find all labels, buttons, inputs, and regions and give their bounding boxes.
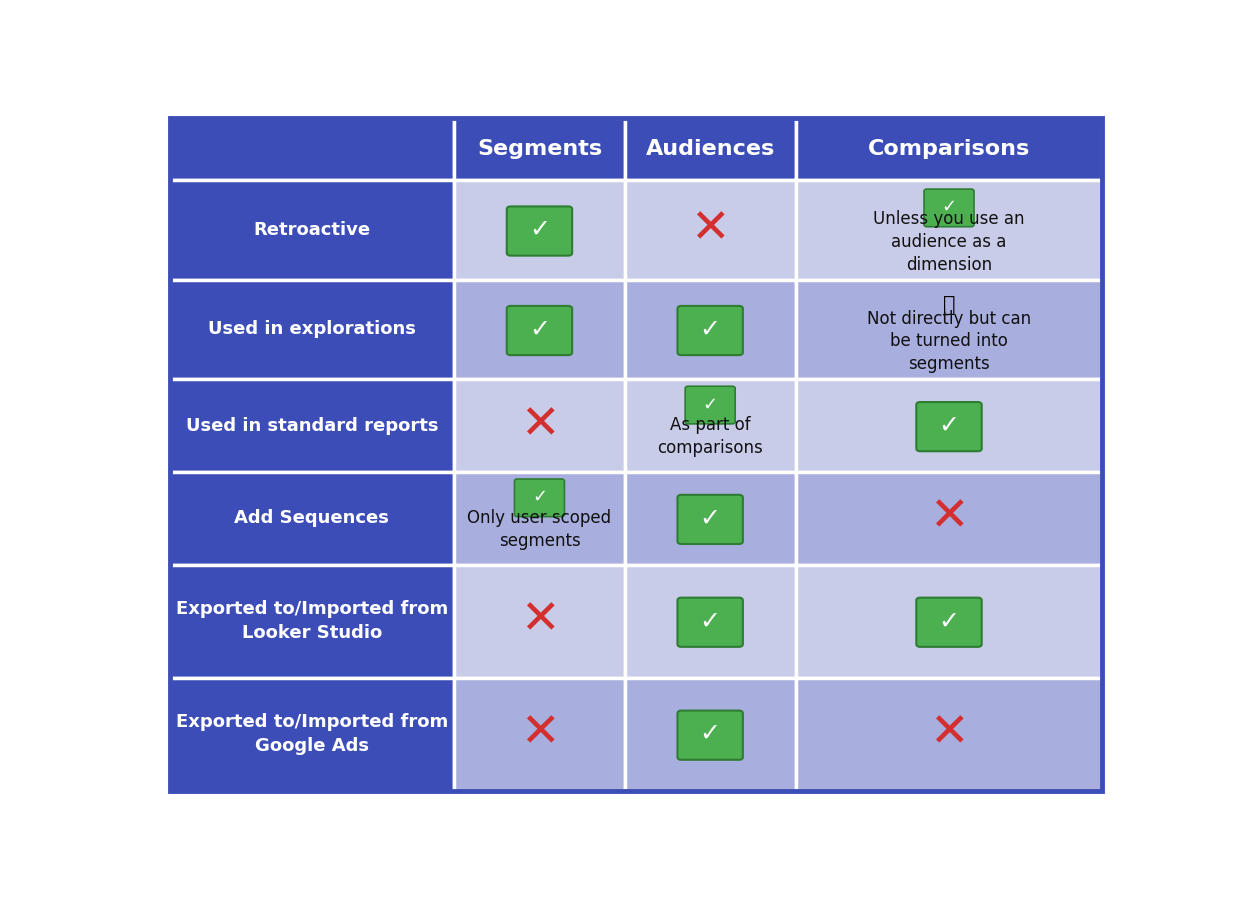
Text: Comparisons: Comparisons [867, 140, 1030, 159]
FancyBboxPatch shape [795, 678, 1102, 790]
Text: ✕: ✕ [520, 598, 560, 644]
FancyBboxPatch shape [454, 472, 624, 564]
FancyBboxPatch shape [170, 280, 454, 379]
Text: ✓: ✓ [938, 414, 959, 437]
Text: ✓: ✓ [700, 722, 721, 746]
FancyBboxPatch shape [678, 495, 743, 544]
FancyBboxPatch shape [506, 306, 572, 356]
FancyBboxPatch shape [678, 598, 743, 647]
FancyBboxPatch shape [624, 564, 795, 678]
Text: Add Sequences: Add Sequences [235, 509, 390, 527]
FancyBboxPatch shape [678, 711, 743, 760]
FancyBboxPatch shape [925, 189, 974, 227]
Text: ✓: ✓ [529, 318, 550, 341]
FancyBboxPatch shape [170, 564, 454, 678]
Text: ✕: ✕ [930, 496, 969, 541]
FancyBboxPatch shape [795, 472, 1102, 564]
FancyBboxPatch shape [454, 564, 624, 678]
Text: Audiences: Audiences [645, 140, 774, 159]
Text: Used in explorations: Used in explorations [208, 320, 416, 338]
FancyBboxPatch shape [454, 678, 624, 790]
Text: Exported to/Imported from
Looker Studio: Exported to/Imported from Looker Studio [176, 600, 448, 642]
Text: ✓: ✓ [700, 609, 721, 634]
FancyBboxPatch shape [506, 206, 572, 256]
FancyBboxPatch shape [624, 472, 795, 564]
FancyBboxPatch shape [170, 180, 454, 280]
FancyBboxPatch shape [170, 472, 454, 564]
Text: Unless you use an
audience as a
dimension: Unless you use an audience as a dimensio… [874, 210, 1025, 274]
Text: Used in standard reports: Used in standard reports [186, 417, 438, 435]
FancyBboxPatch shape [795, 280, 1102, 379]
FancyBboxPatch shape [795, 564, 1102, 678]
FancyBboxPatch shape [795, 379, 1102, 472]
Text: ✕: ✕ [520, 712, 560, 757]
FancyBboxPatch shape [454, 119, 624, 180]
FancyBboxPatch shape [624, 119, 795, 180]
Text: ✕: ✕ [690, 208, 730, 253]
FancyBboxPatch shape [916, 598, 982, 647]
Text: ✓: ✓ [942, 198, 957, 216]
FancyBboxPatch shape [624, 180, 795, 280]
Text: 💡: 💡 [943, 294, 956, 315]
Text: Only user scoped
segments: Only user scoped segments [468, 509, 612, 550]
FancyBboxPatch shape [170, 119, 454, 180]
FancyBboxPatch shape [624, 678, 795, 790]
Text: ✓: ✓ [529, 218, 550, 242]
Text: Not directly but can
be turned into
segments: Not directly but can be turned into segm… [867, 310, 1031, 374]
Text: ✓: ✓ [700, 507, 721, 530]
Text: As part of
comparisons: As part of comparisons [658, 417, 763, 457]
Text: ✓: ✓ [702, 395, 717, 413]
FancyBboxPatch shape [685, 386, 735, 424]
FancyBboxPatch shape [454, 280, 624, 379]
FancyBboxPatch shape [170, 678, 454, 790]
FancyBboxPatch shape [678, 306, 743, 356]
Text: ✕: ✕ [520, 403, 560, 448]
Text: ✓: ✓ [938, 609, 959, 634]
Text: Exported to/Imported from
Google Ads: Exported to/Imported from Google Ads [176, 714, 448, 755]
FancyBboxPatch shape [515, 479, 565, 517]
FancyBboxPatch shape [454, 379, 624, 472]
FancyBboxPatch shape [454, 180, 624, 280]
Text: Segments: Segments [477, 140, 602, 159]
Text: ✕: ✕ [930, 712, 969, 757]
FancyBboxPatch shape [916, 402, 982, 451]
FancyBboxPatch shape [795, 119, 1102, 180]
FancyBboxPatch shape [624, 379, 795, 472]
Text: ✓: ✓ [700, 318, 721, 341]
FancyBboxPatch shape [624, 280, 795, 379]
Text: Retroactive: Retroactive [253, 221, 370, 239]
FancyBboxPatch shape [795, 180, 1102, 280]
Text: ✓: ✓ [532, 488, 547, 506]
FancyBboxPatch shape [170, 379, 454, 472]
